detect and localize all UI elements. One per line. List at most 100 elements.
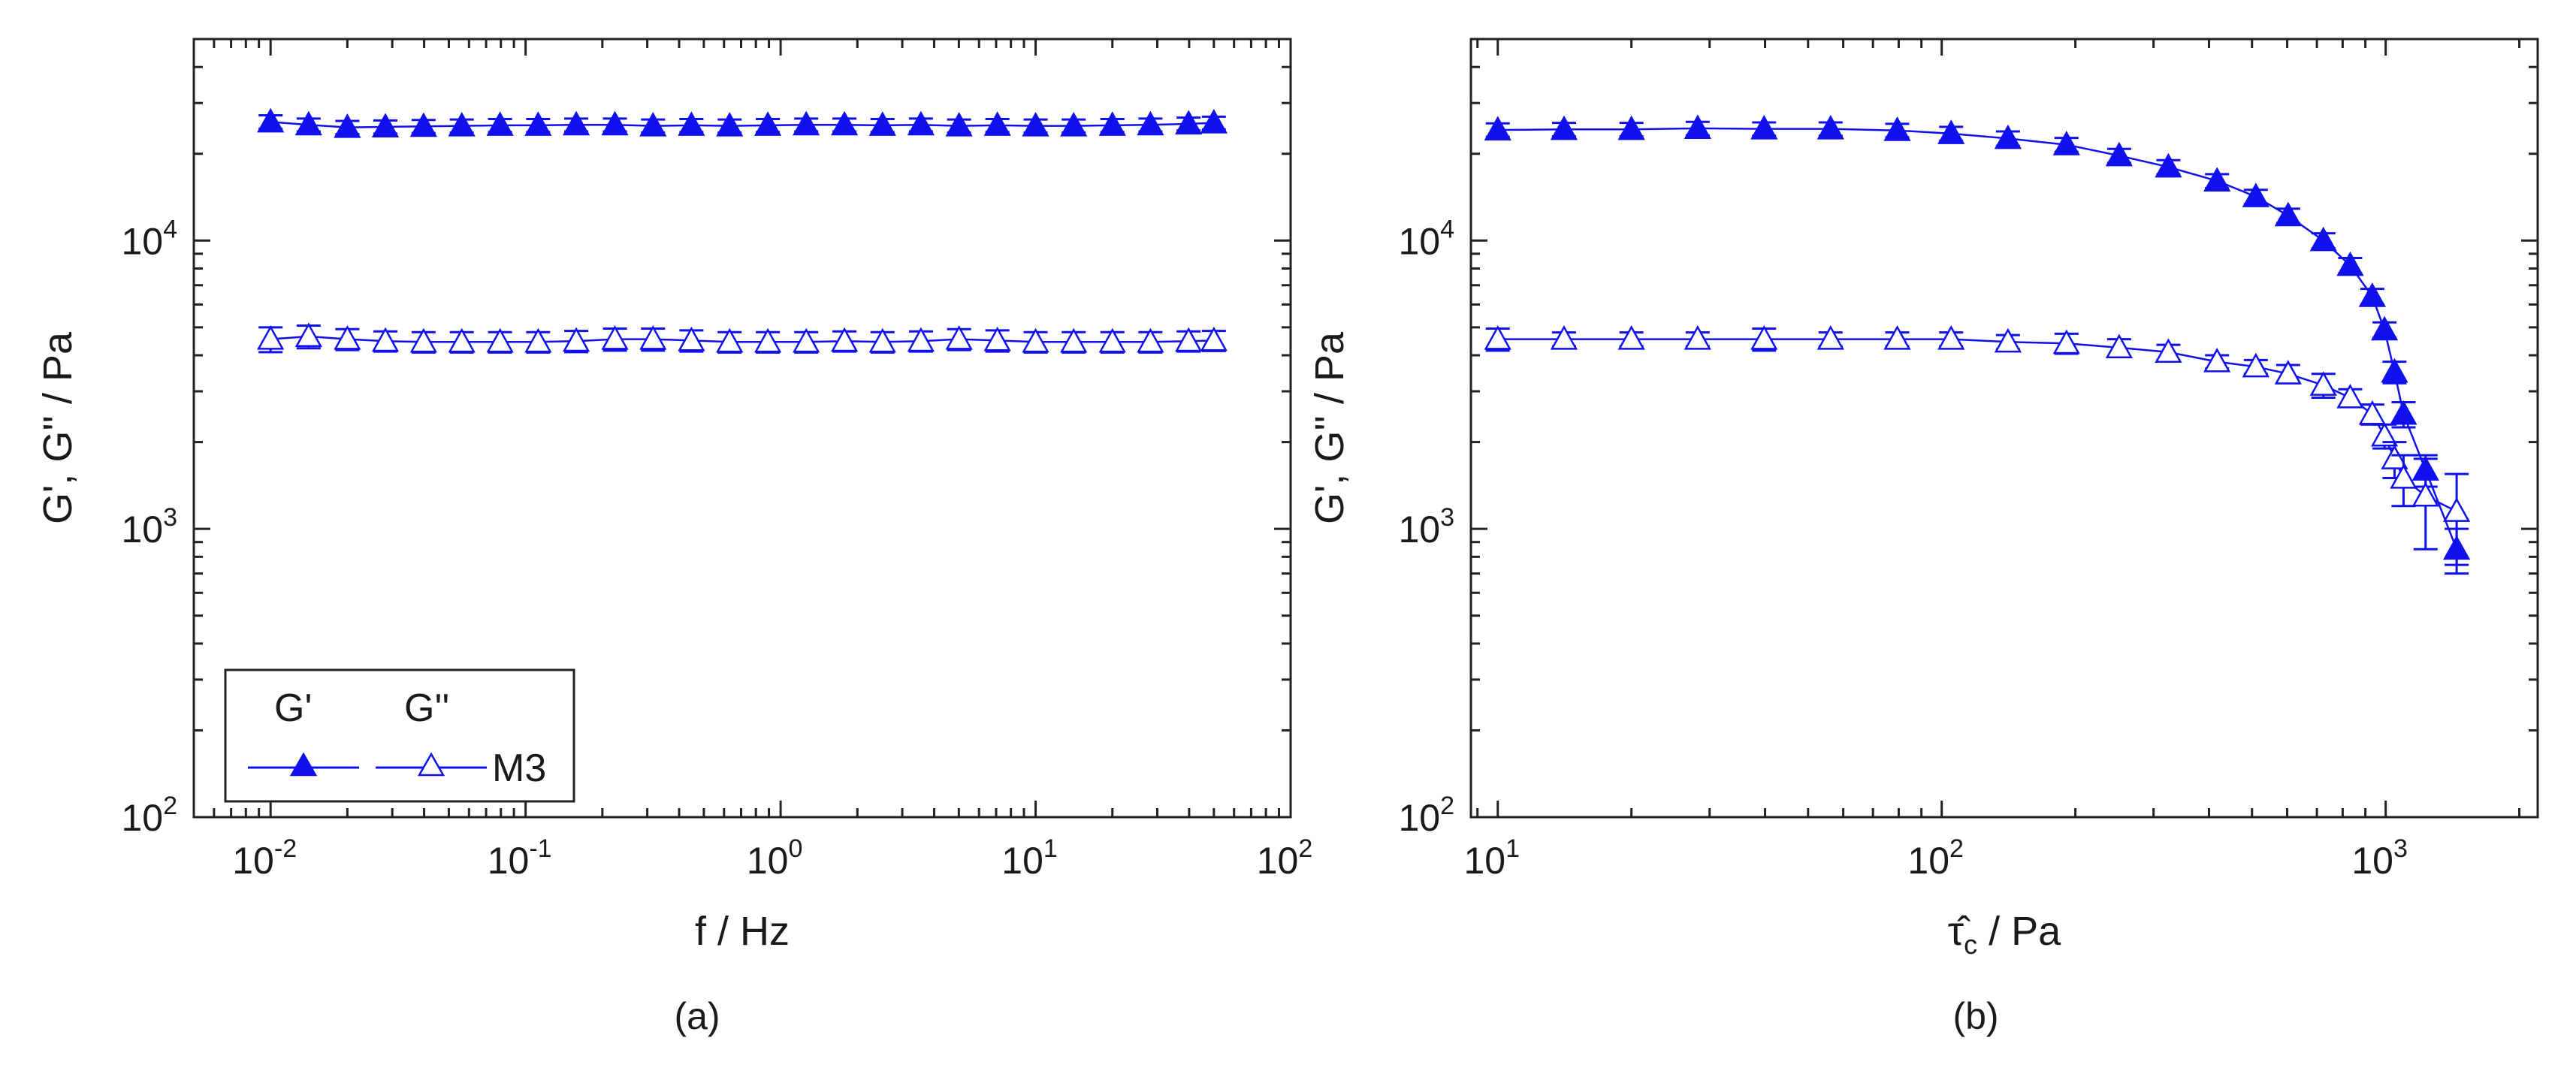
panel-a-y-tick-label: 103 xyxy=(121,503,177,551)
panel-b-series-1-point xyxy=(2358,282,2386,307)
panel-a-series-1-point xyxy=(1200,109,1228,134)
panel-b-series-2-point xyxy=(1816,324,1844,350)
panel-a-series-1-point xyxy=(524,111,552,136)
panel-a-series-2-point xyxy=(448,327,476,353)
panel-b-y-tick-label: 102 xyxy=(1398,792,1454,839)
panel-a-series-2-point xyxy=(334,324,361,350)
panel-a-series-1-point xyxy=(601,110,629,136)
panel-a-series-1-point xyxy=(1175,110,1203,134)
panel-b-series-1-point xyxy=(1684,114,1711,139)
panel-a-series-2-point xyxy=(294,322,322,347)
panel-b-series-1-point xyxy=(1816,115,1844,140)
panel-a-series-2-point xyxy=(1060,327,1088,353)
panel-b-series-1-point xyxy=(1883,116,1911,141)
panel-a-x-tick-label: 101 xyxy=(1001,834,1058,882)
panel-a-caption: (a) xyxy=(674,995,720,1037)
panel-b-series-1-point xyxy=(2274,201,2302,227)
panel-a-series-1-point xyxy=(486,111,514,136)
panel-a-x-tick-label: 10-1 xyxy=(488,834,552,882)
panel-b-series-2-point xyxy=(1550,324,1578,350)
panel-b-series-2-point xyxy=(1750,324,1778,350)
panel-a-series-2-point xyxy=(639,324,667,350)
panel-a-series-2-point xyxy=(678,326,705,351)
panel-b-series-2-point xyxy=(2381,445,2408,469)
panel-a-series-2-point xyxy=(257,324,285,350)
legend: G' G'' M3 xyxy=(224,668,575,803)
panel-b-x-tick-label: 101 xyxy=(1463,834,1520,882)
panel-a-y-tick-label: 102 xyxy=(121,792,177,839)
panel-b-x-axis-label: τ̂c / Pa xyxy=(1948,909,2061,960)
panel-a-series-2-point xyxy=(983,326,1011,351)
panel-b-series-2-point xyxy=(2411,481,2439,507)
panel-a-y-tick-label: 104 xyxy=(121,215,177,262)
panel-a-x-tick-label: 102 xyxy=(1257,834,1313,882)
panel-a-series-2-point xyxy=(1098,327,1126,353)
panel-a-series-1-point xyxy=(562,110,590,136)
panel-a-series-1-point xyxy=(257,107,285,133)
panel-a-series-1-point xyxy=(868,111,896,136)
panel-a-series-1-point xyxy=(448,111,476,137)
panel-b-x-tick-label: 103 xyxy=(2351,834,2408,882)
panel-b-series-1-point xyxy=(2052,131,2080,155)
panel-a-series-1-point xyxy=(907,110,935,136)
panel-a-series-2-point xyxy=(868,327,896,353)
panel-a-series-2-point xyxy=(907,327,935,352)
panel-a-y-axis-label: G', G'' / Pa xyxy=(35,331,80,524)
panel-b-series-1-point xyxy=(2370,315,2399,341)
panel-b-series-1-point xyxy=(2242,183,2269,207)
panel-b-series-1-point xyxy=(2381,358,2408,383)
panel-b-series-2-point xyxy=(2358,400,2386,425)
legend-header-gp: G' xyxy=(274,686,312,730)
panel-a-series-2-point xyxy=(753,327,782,353)
panel-b-series-2-point xyxy=(2370,421,2399,447)
panel-a-series-2-point xyxy=(524,327,552,353)
panel-b-series-2-point xyxy=(2052,329,2080,354)
panel-a-series-1-point xyxy=(1098,111,1126,136)
panel-a-series-1-point xyxy=(983,111,1011,136)
panel-a-series-1-point xyxy=(334,113,361,138)
panel-b-series-2-point xyxy=(2390,463,2417,489)
panel-b-series-2-point xyxy=(2155,338,2182,363)
legend-sample-label: M3 xyxy=(492,747,546,790)
panel-a-x-tick-label: 100 xyxy=(747,834,803,882)
panel-a-series-2-point xyxy=(945,324,973,350)
legend-header-gpp: G'' xyxy=(404,686,449,730)
panel-b-caption: (b) xyxy=(1952,995,1998,1037)
panel-b-series-1-point xyxy=(1617,115,1645,140)
panel-b-series-2-point xyxy=(1484,324,1511,350)
panel-b-series-2-point xyxy=(2105,333,2134,358)
panel-a-series-1-point xyxy=(294,110,322,136)
panel-a-series-2-point xyxy=(601,324,629,350)
panel-a-series-2-point xyxy=(486,327,514,353)
panel-b-series-2-point xyxy=(1994,327,2022,353)
panel-a-x-axis-label: f / Hz xyxy=(695,909,790,954)
panel-a-series-1-point xyxy=(1022,111,1049,137)
panel-b-series-1-point xyxy=(2203,167,2231,192)
legend-marker-gpp xyxy=(417,752,445,777)
panel-a-series-2-point xyxy=(1200,326,1228,351)
panel-a-series-1-point xyxy=(753,111,782,136)
panel-b-series-1-point xyxy=(2155,152,2182,178)
panel-a-series-1-point xyxy=(371,113,400,137)
panel-a-series-2-point xyxy=(830,327,859,352)
panel-b-series-2-point xyxy=(1617,324,1645,350)
panel-a-series-1-point xyxy=(830,110,859,136)
panel-b-series-1-point xyxy=(2390,400,2417,425)
panel-a-series-2-point xyxy=(371,327,400,352)
panel-b-series-1-point xyxy=(1484,116,1511,141)
panel-b-y-tick-label: 103 xyxy=(1398,503,1454,551)
panel-b-series-1-point xyxy=(2105,141,2134,167)
panel-b-x-tick-label: 102 xyxy=(1907,834,1964,882)
panel-b-series-2-line xyxy=(1497,338,2457,513)
panel-a-series-1-point xyxy=(409,112,437,137)
panel-a-x-tick-label: 10-2 xyxy=(232,834,297,882)
panel-b-series-1-point xyxy=(2336,251,2364,276)
panel-a-series-2-point xyxy=(793,327,820,353)
panel-a-series-1-point xyxy=(678,111,705,136)
panel-b-series-1-point xyxy=(1750,115,1778,140)
panel-b-series-1-point xyxy=(1937,119,1965,144)
panel-a-series-2-point xyxy=(1137,327,1164,353)
panel-a-series-2-point xyxy=(1022,327,1049,353)
panel-b-series-2-point xyxy=(2336,383,2364,409)
